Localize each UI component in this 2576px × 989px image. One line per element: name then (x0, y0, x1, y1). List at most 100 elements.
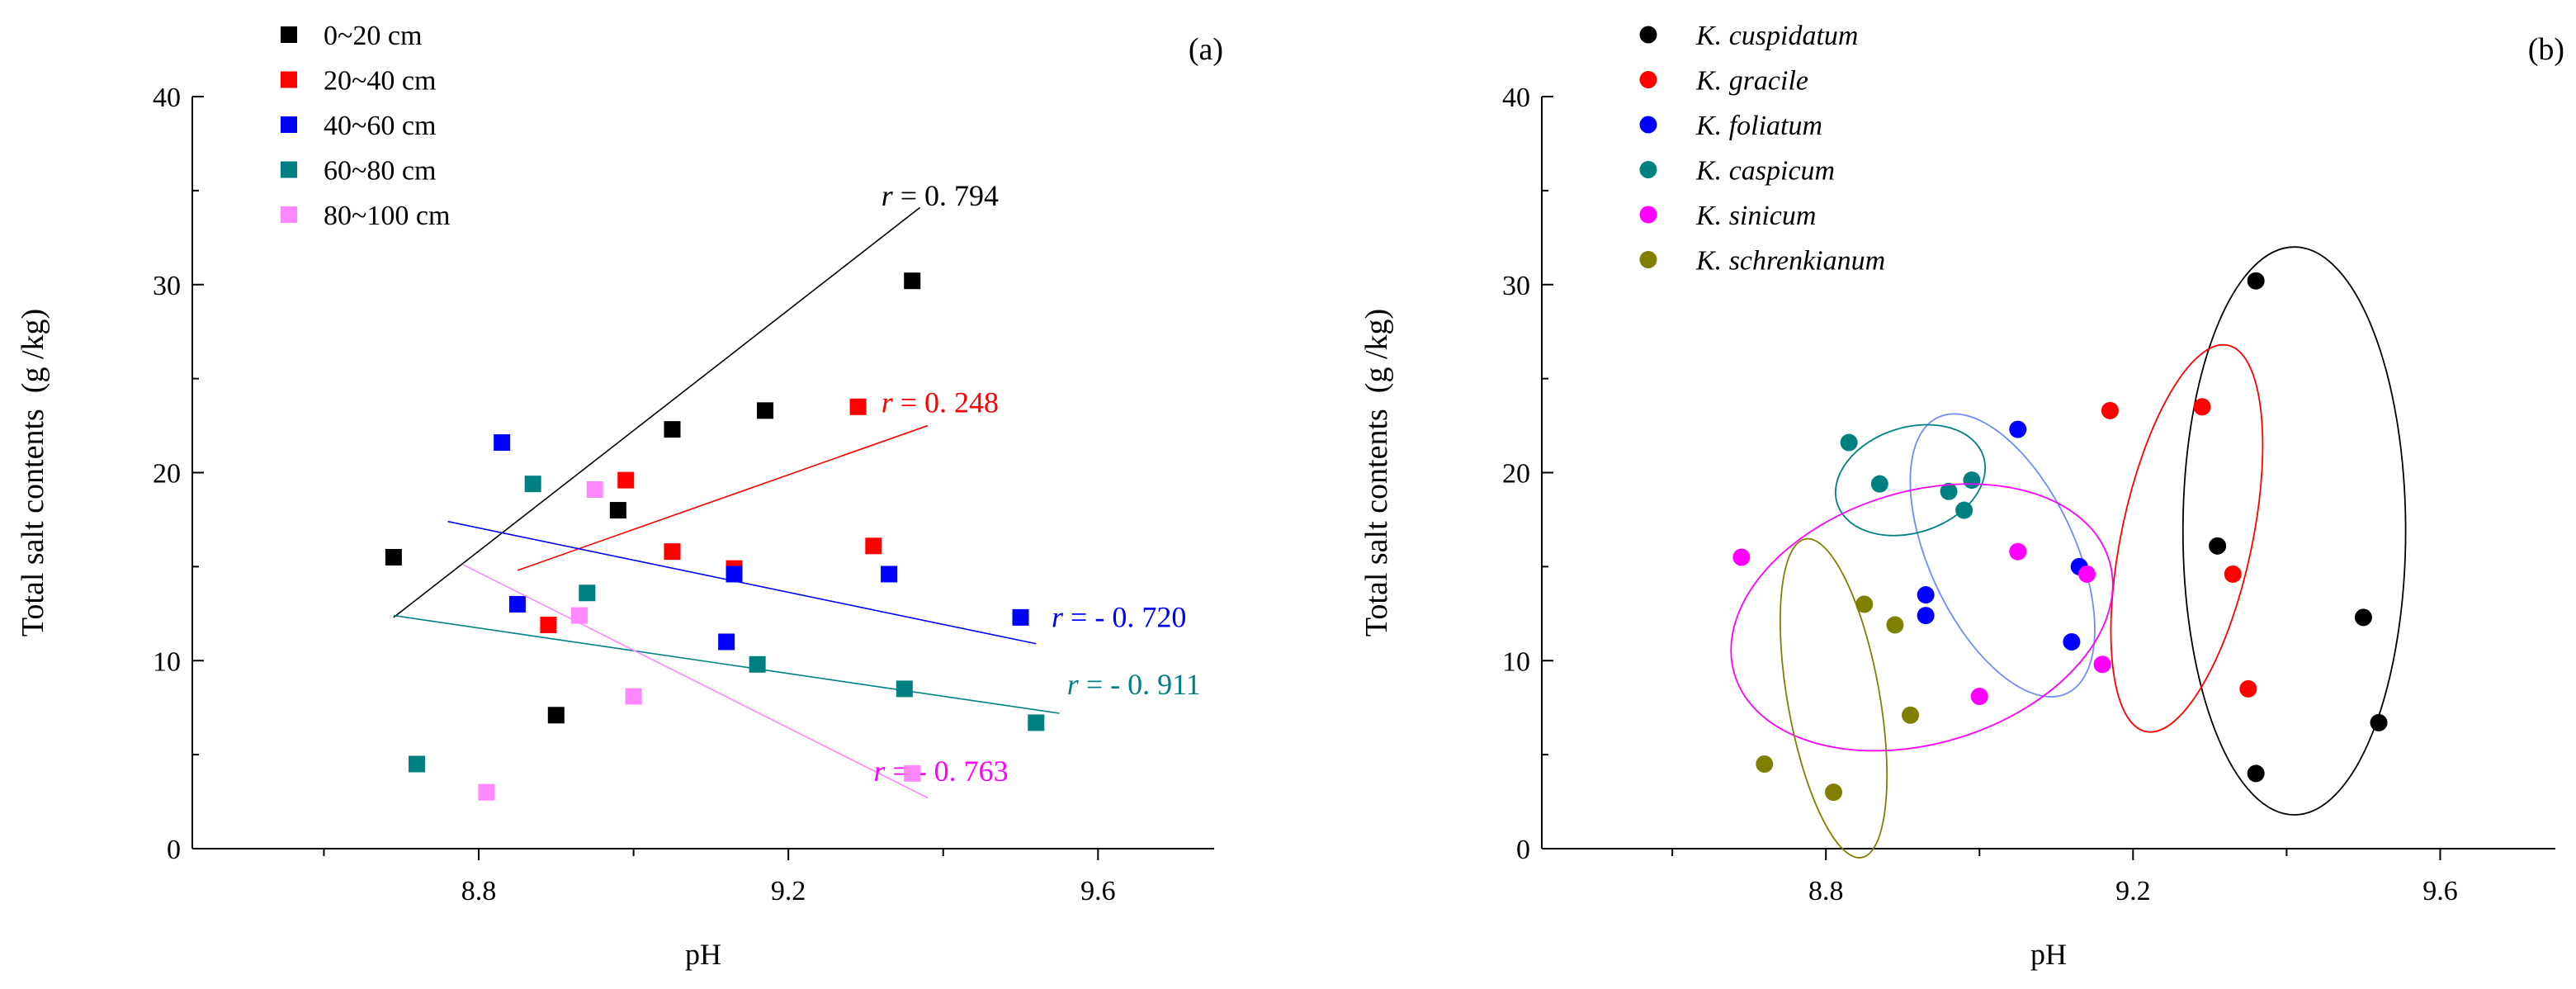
legend-space (1722, 156, 1729, 187)
data-point (1028, 714, 1045, 731)
data-point (1886, 616, 1904, 634)
y-tick-label: 20 (1502, 459, 1530, 490)
data-point (904, 764, 921, 782)
data-point (540, 616, 557, 633)
group-ellipse (1730, 483, 2114, 752)
legend-marker (281, 116, 297, 133)
data-point (2193, 398, 2211, 416)
legend-text: 60~80 cm (324, 156, 436, 187)
r-value: = 0. 248 (900, 386, 999, 419)
legend-space (1722, 66, 1729, 97)
r-annotation: r = 0. 794 (882, 179, 999, 212)
legend-label: K. gracile (1695, 66, 1808, 97)
data-point (749, 655, 766, 673)
data-point (625, 688, 642, 705)
data-point (2101, 401, 2119, 419)
legend-text: 40~60 cm (324, 111, 436, 141)
data-point (1970, 688, 1988, 706)
series-caspicum: K. caspicum (1639, 156, 1987, 537)
data-point (1840, 433, 1858, 452)
data-point (2239, 679, 2257, 698)
series-80-100-cm: r = - 0. 763 80~100 cm (281, 201, 1009, 801)
r-annotation: r = - 0. 763 (873, 755, 1008, 788)
legend-marker (1639, 251, 1657, 268)
r-value: = 0. 794 (900, 179, 999, 212)
x-tick-label: 8.8 (1808, 876, 1844, 906)
x-tick-label: 8.8 (461, 876, 497, 906)
legend-space (1722, 111, 1729, 141)
r-symbol: r (1067, 668, 1080, 701)
legend-text: 0~20 cm (324, 21, 422, 51)
data-point (408, 755, 425, 773)
group-ellipse (2110, 343, 2264, 733)
r-annotation: r = - 0. 720 (1052, 600, 1186, 633)
data-point (904, 272, 921, 290)
data-point (2063, 632, 2081, 651)
legend-label: K. schrenkianum (1695, 246, 1885, 277)
x-tick-label: 9.6 (1080, 876, 1116, 906)
data-point (2354, 608, 2372, 627)
legend-space (1722, 246, 1729, 277)
fit-line (447, 520, 1037, 645)
data-point (1855, 595, 1874, 613)
data-point (664, 543, 681, 561)
data-point (1732, 548, 1751, 566)
data-point (2093, 655, 2111, 674)
r-value: = - 0. 911 (1086, 668, 1201, 701)
legend-marker (1639, 161, 1657, 178)
series-20-40-cm: r = 0. 248 20~40 cm (281, 66, 999, 633)
x-axis-label: pH (685, 938, 721, 971)
data-point (1825, 783, 1843, 802)
legend-label: K. foliatum (1695, 111, 1822, 141)
series-40-60-cm: r = - 0. 720 40~60 cm (281, 111, 1186, 651)
panel-b: 0 10 20 30 40 8.8 9.2 9.6 pH Total salt contents … (1359, 21, 2564, 971)
r-annotation: r = 0. 248 (882, 386, 999, 419)
panel-label: (a) (1189, 32, 1223, 67)
r-symbol: r (882, 179, 894, 212)
legend-marker (281, 206, 297, 223)
r-annotation: r = - 0. 911 (1067, 668, 1201, 701)
x-tick-label: 9.2 (771, 876, 806, 906)
legend-marker (281, 26, 297, 43)
data-point (1940, 482, 1958, 500)
group-ellipse (1779, 537, 1888, 859)
legend-marker (1639, 206, 1657, 224)
fit-line (462, 564, 929, 799)
fit-line (393, 206, 921, 618)
legend-label: 20~40 cm (324, 66, 436, 97)
legend-genus: K. (1695, 156, 1722, 187)
series-cuspidatum: K. cuspidatum (1639, 21, 2407, 816)
legend-marker (281, 71, 297, 88)
legend-label: 60~80 cm (324, 156, 436, 187)
data-point (757, 402, 774, 419)
series-gracile: K. gracile (1639, 66, 2264, 733)
legend-marker (1639, 116, 1657, 134)
y-tick-label: 20 (153, 459, 181, 490)
legend-genus: K. (1695, 246, 1722, 277)
r-value: = - 0. 720 (1071, 600, 1186, 633)
y-axis-label: Total salt contents (g /kg) (1359, 309, 1394, 636)
data-point (865, 537, 882, 555)
legend-space (1722, 201, 1729, 231)
data-point (478, 783, 495, 801)
data-point (1756, 755, 1774, 774)
r-space (885, 755, 892, 788)
legend-species: foliatum (1729, 111, 1822, 141)
y-tick-label: 10 (153, 646, 181, 677)
r-space (893, 179, 900, 212)
legend-species: caspicum (1729, 156, 1835, 187)
legend-label: K. caspicum (1695, 156, 1835, 187)
fit-line (517, 424, 929, 571)
r-space (1063, 600, 1071, 633)
data-point (385, 548, 402, 565)
legend-label: 80~100 cm (324, 201, 450, 231)
legend-marker (1639, 71, 1657, 88)
data-point (494, 434, 511, 452)
data-point (2247, 272, 2265, 290)
data-point (664, 421, 681, 438)
legend-species: schrenkianum (1729, 246, 1885, 277)
legend-marker (1639, 26, 1657, 44)
legend-genus: K. (1695, 111, 1722, 141)
